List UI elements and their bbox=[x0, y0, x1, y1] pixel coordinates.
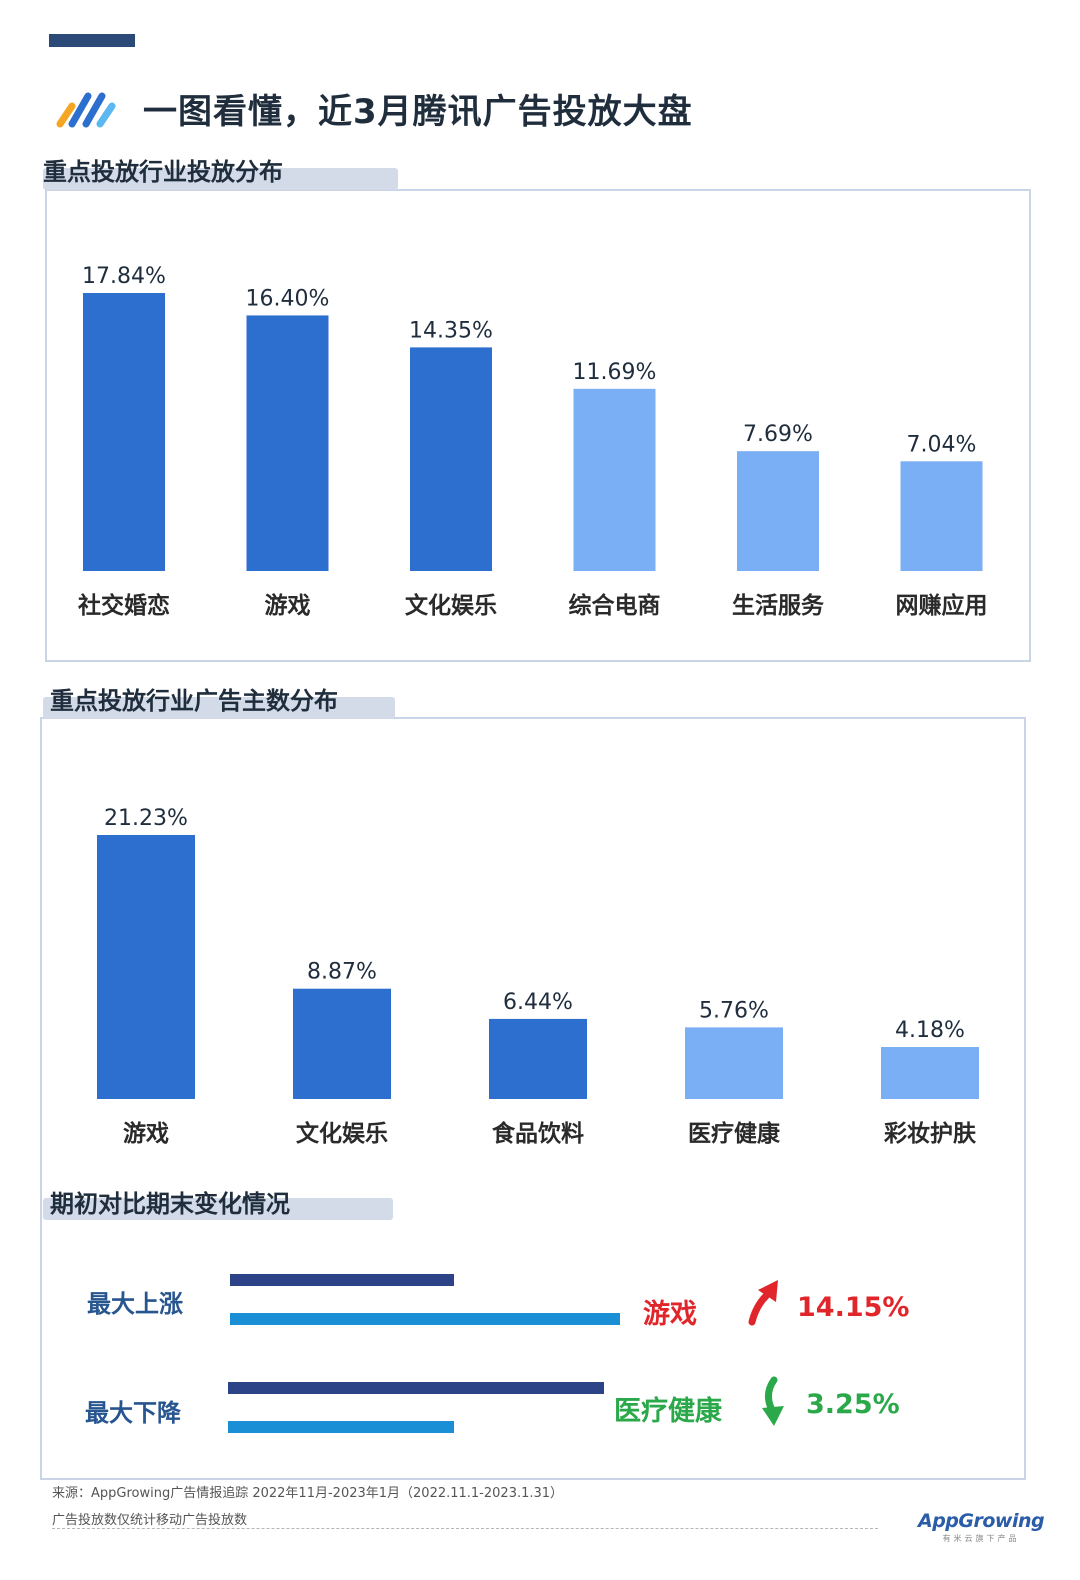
chart-panel-advertisers bbox=[40, 717, 1026, 1480]
bar-value-label: 14.35% bbox=[409, 318, 493, 343]
category-label: 生活服务 bbox=[732, 593, 825, 619]
fall-change-value: 3.25% bbox=[806, 1389, 900, 1420]
bar-value-label: 7.04% bbox=[907, 432, 977, 457]
bar-1 bbox=[97, 835, 195, 1099]
section-title-industry: 重点投放行业投放分布 bbox=[43, 158, 283, 186]
rise-change-value: 14.15% bbox=[797, 1292, 910, 1323]
section-label-bg bbox=[43, 168, 398, 190]
max-fall-label: 最大下降 bbox=[85, 1399, 181, 1427]
category-label: 游戏 bbox=[123, 1120, 169, 1147]
arrow-up-icon bbox=[748, 1280, 778, 1326]
fall-start-line bbox=[228, 1382, 604, 1394]
bar-value-label: 16.40% bbox=[246, 286, 330, 311]
bar-1 bbox=[83, 293, 165, 571]
bar-4 bbox=[573, 388, 656, 571]
bar-4 bbox=[685, 1027, 783, 1099]
footnote: 广告投放数仅统计移动广告投放数 bbox=[52, 1513, 248, 1528]
header-accent-bar bbox=[49, 34, 135, 47]
bar-value-label: 8.87% bbox=[307, 960, 377, 985]
bar-5 bbox=[881, 1047, 979, 1099]
category-label: 文化娱乐 bbox=[296, 1120, 388, 1147]
bar-value-label: 21.23% bbox=[104, 806, 188, 831]
bar-value-label: 6.44% bbox=[503, 990, 573, 1015]
rise-end-line bbox=[230, 1313, 620, 1325]
logo-stripes-icon bbox=[56, 92, 116, 128]
page-title: 一图看懂，近3月腾讯广告投放大盘 bbox=[143, 92, 693, 132]
arrow-down-icon bbox=[762, 1376, 784, 1426]
bar-3 bbox=[410, 347, 492, 571]
bar-value-label: 5.76% bbox=[699, 998, 769, 1023]
chart-panel-industry bbox=[45, 189, 1031, 662]
bar-2 bbox=[293, 988, 391, 1099]
brand-logo: AppGrowing 有米云旗下产品 bbox=[918, 1510, 1045, 1544]
category-label: 彩妆护肤 bbox=[883, 1120, 977, 1147]
bar-value-label: 17.84% bbox=[82, 264, 166, 289]
bar-value-label: 4.18% bbox=[895, 1018, 965, 1043]
category-label: 游戏 bbox=[265, 592, 311, 619]
brand-tagline: 有米云旗下产品 bbox=[942, 1534, 1020, 1543]
source-note: 来源：AppGrowing广告情报追踪 2022年11月-2023年1月（202… bbox=[52, 1486, 564, 1501]
bar-value-label: 11.69% bbox=[573, 360, 657, 385]
fall-industry-name: 医疗健康 bbox=[614, 1396, 722, 1427]
category-label: 社交婚恋 bbox=[78, 592, 170, 619]
category-label: 食品饮料 bbox=[492, 1120, 584, 1147]
bar-6 bbox=[900, 461, 983, 571]
rise-start-line bbox=[230, 1274, 455, 1286]
category-label: 网赚应用 bbox=[896, 592, 988, 619]
brand-name: AppGrowing bbox=[918, 1510, 1045, 1532]
rise-industry-name: 游戏 bbox=[643, 1299, 697, 1330]
bar-3 bbox=[489, 1018, 587, 1099]
category-label: 综合电商 bbox=[569, 592, 661, 619]
fall-end-line bbox=[228, 1421, 454, 1433]
section-title-change: 期初对比期末变化情况 bbox=[50, 1190, 290, 1218]
footer-divider bbox=[52, 1528, 878, 1529]
section-title-advertisers: 重点投放行业广告主数分布 bbox=[50, 687, 338, 715]
bar-2 bbox=[246, 315, 329, 571]
bar-value-label: 7.69% bbox=[743, 422, 813, 447]
category-label: 文化娱乐 bbox=[405, 592, 497, 619]
section-label-bg bbox=[43, 1198, 393, 1220]
category-label: 医疗健康 bbox=[688, 1120, 781, 1147]
section-label-bg bbox=[43, 697, 395, 719]
bar-5 bbox=[737, 451, 819, 571]
max-rise-label: 最大上涨 bbox=[87, 1290, 183, 1318]
